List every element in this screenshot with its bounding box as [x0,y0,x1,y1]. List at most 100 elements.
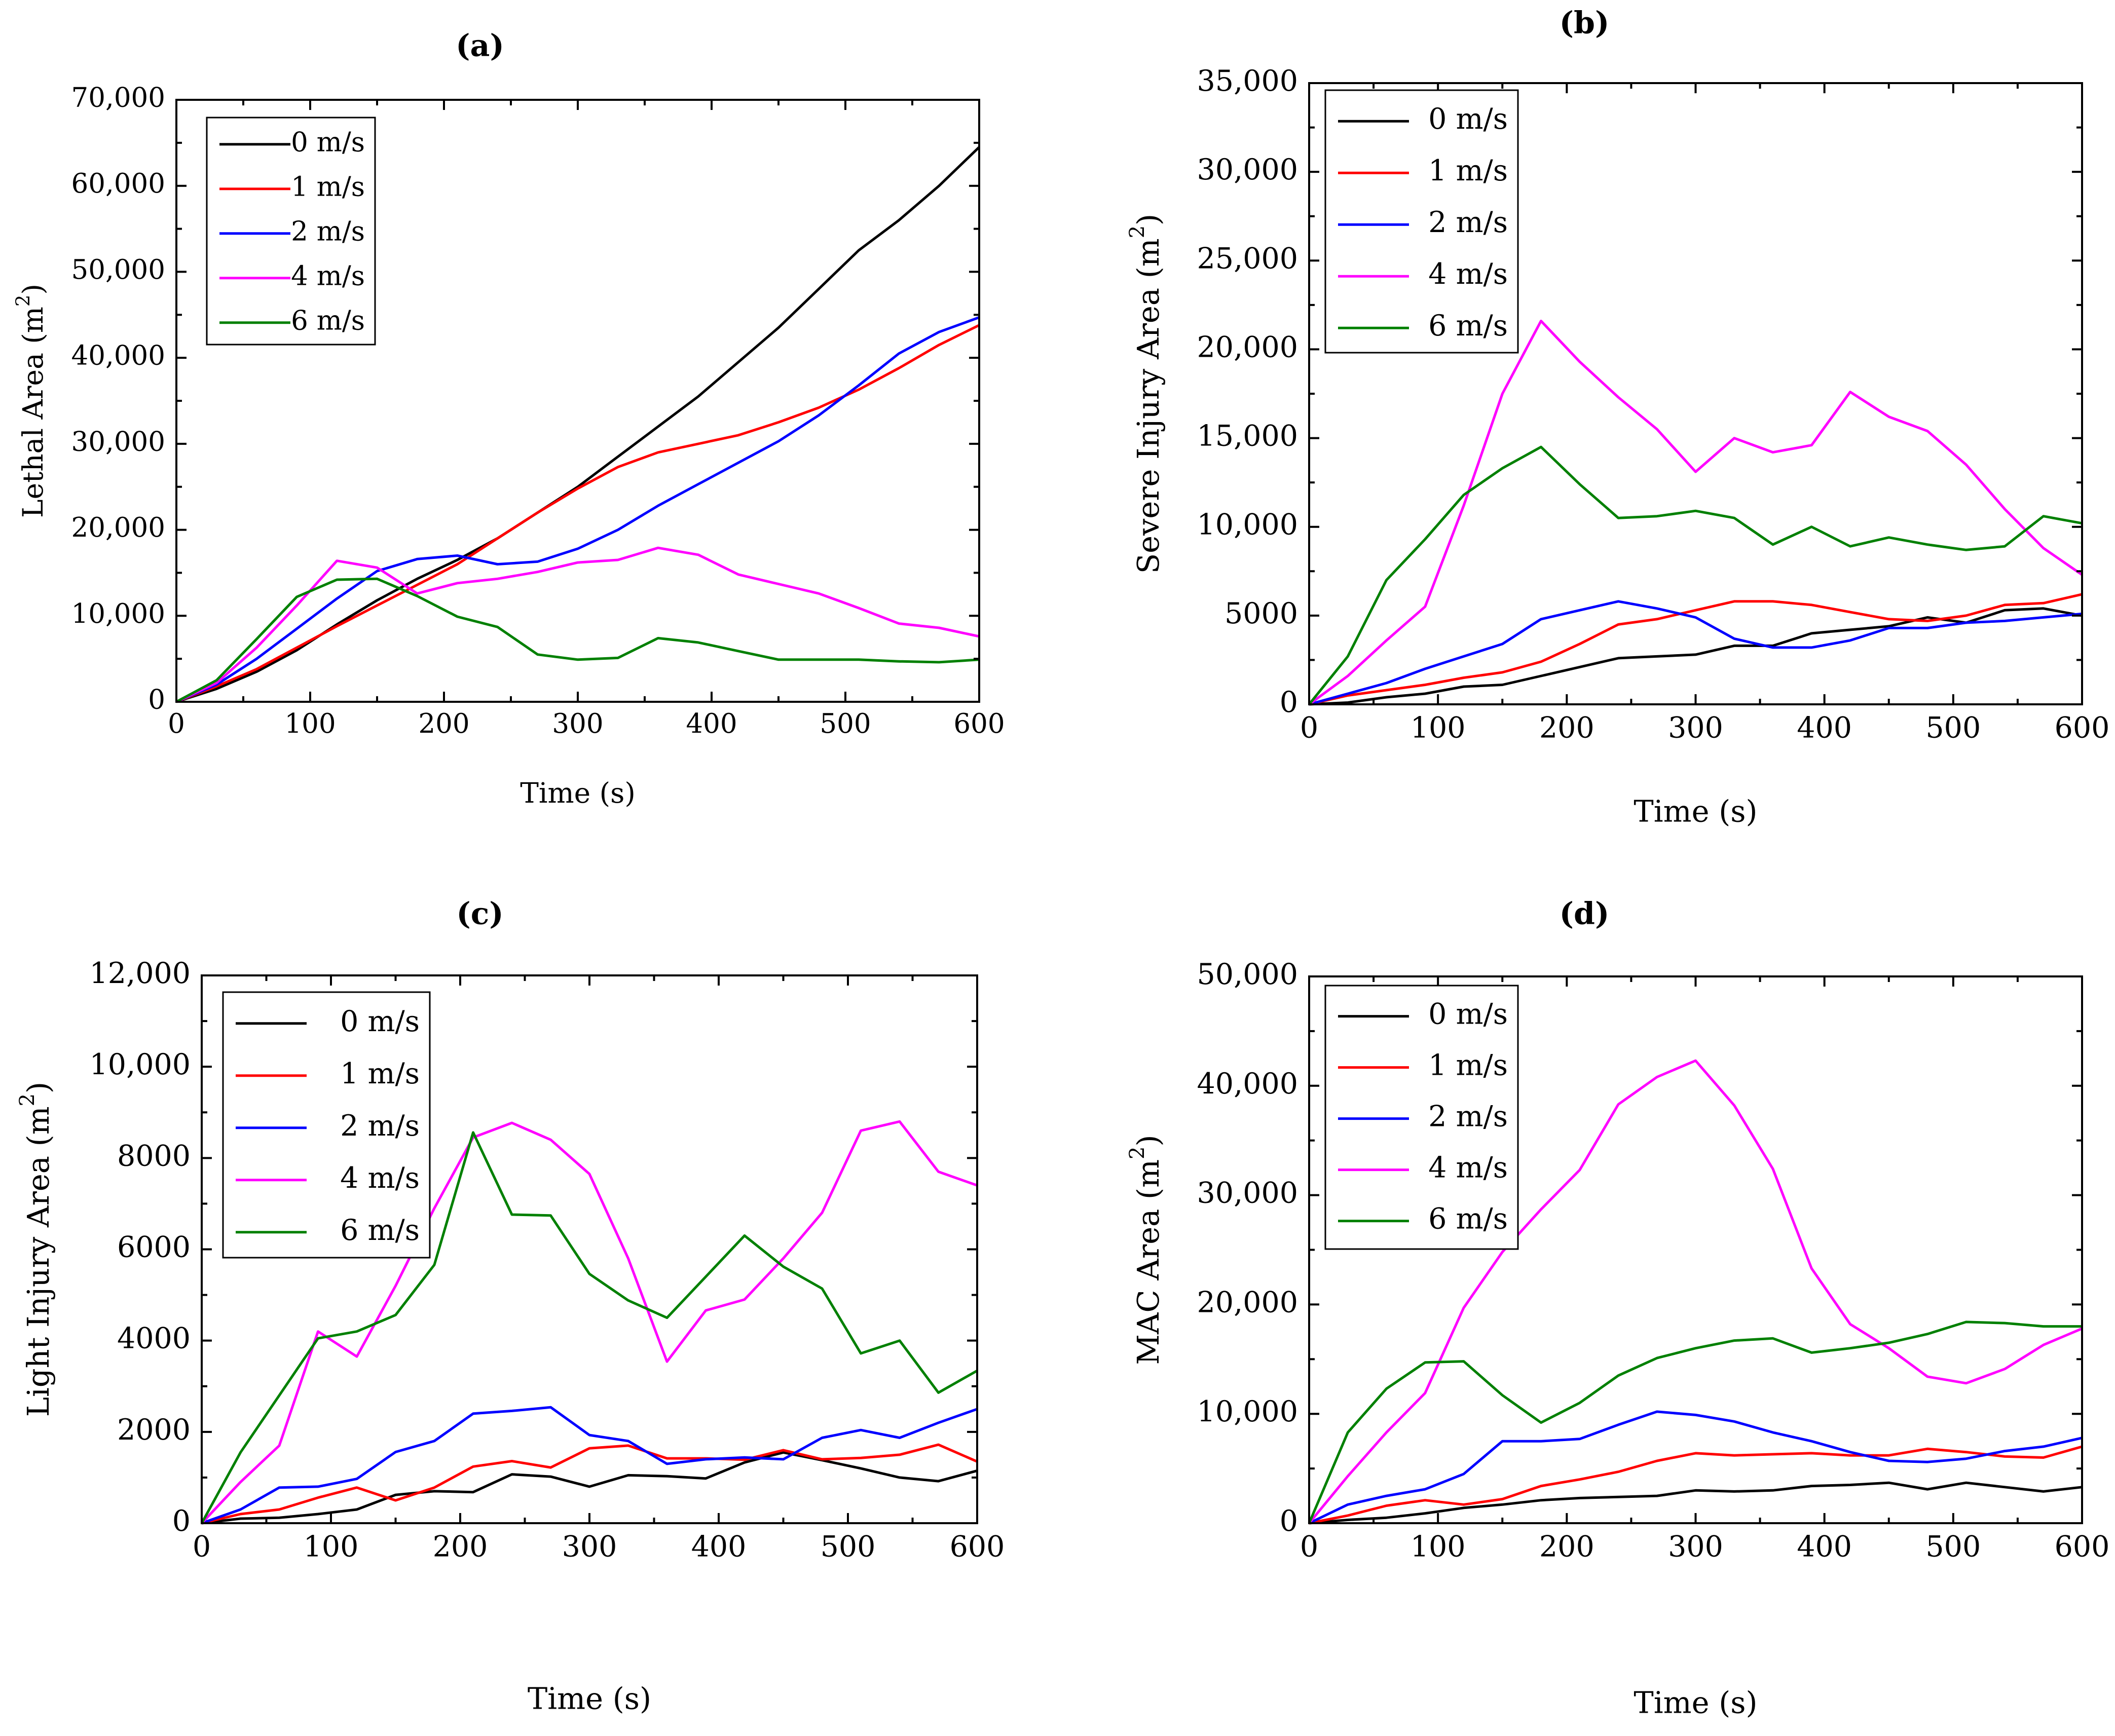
chart-b-x-tick-label: 100 [1411,711,1466,745]
chart-b-legend-label: 4 m/s [1428,257,1508,291]
chart-d-y-tick-label: 0 [1280,1504,1298,1538]
chart-d-series-6msms-line [1308,1320,2082,1524]
chart-d-legend: 0 m/s 1 m/s 2 m/s 4 m/s 6 m/s [1324,985,1519,1250]
chart-c-y-tick-label: 10,000 [90,1048,191,1081]
chart-b-y-tick-label: 5000 [1225,597,1298,630]
chart-d-x-tick-label: 100 [1411,1530,1466,1564]
chart-b-series-0msms-line [1309,607,2083,706]
chart-c-x-tick-label: 200 [433,1530,488,1564]
chart-a-y-axis-label: Lethal Area (m2) [12,284,49,518]
chart-b-series-2msms-line [1309,600,2083,706]
chart-c-x-tick-label: 600 [950,1530,1005,1564]
chart-a-x-tick-label: 500 [820,708,871,739]
chart-d-legend-label: 2 m/s [1428,1100,1508,1134]
chart-c-series-2msms-line [201,1406,978,1525]
chart-c-x-axis-label: Time (s) [528,1681,651,1716]
chart-d-x-tick-label: 200 [1539,1530,1594,1564]
chart-c-y-tick-label: 6000 [117,1231,191,1264]
chart-b-y-axis-label: Severe Injury Area (m2) [1126,214,1166,574]
chart-d-legend-label: 1 m/s [1428,1049,1508,1082]
chart-b-series-1msms-line [1309,593,2083,706]
chart-a-x-tick-label: 200 [418,708,469,739]
chart-b-legend: 0 m/s 1 m/s 2 m/s 4 m/s 6 m/s [1324,89,1519,354]
chart-c-series-0msms-line [201,1451,978,1525]
chart-c-legend-label: 4 m/s [340,1161,420,1195]
chart-d-title: (d) [1560,896,1610,932]
chart-a-legend-label: 1 m/s [291,171,365,202]
chart-a-legend-label: 4 m/s [291,260,365,291]
chart-b-x-tick-label: 500 [1925,711,1981,745]
chart-c-y-tick-label: 4000 [117,1322,191,1355]
chart-a-x-tick-label: 300 [552,708,603,739]
chart-a-series-1msms-line [176,324,980,703]
chart-a-legend-label: 0 m/s [291,127,365,158]
chart-b-x-tick-label: 300 [1668,711,1723,745]
chart-b-series-4msms-line [1308,319,2083,706]
chart-b: (b) 0 100 200 300 400 500 600 0 5000 10,000 15,000 2… [1126,6,2109,829]
chart-b-y-tick-label: 30,000 [1197,153,1298,186]
chart-d-y-tick-label: 20,000 [1197,1286,1298,1319]
chart-b-legend-label: 0 m/s [1428,102,1508,136]
chart-b-title: (b) [1560,6,1610,41]
chart-c-x-tick-label: 500 [821,1530,876,1564]
chart-c-series-1msms-line [201,1443,978,1525]
chart-a-y-tick-label: 0 [148,685,165,715]
chart-d-x-axis-label: Time (s) [1634,1685,1757,1720]
chart-b-legend-label: 1 m/s [1428,154,1508,187]
chart-a-series-2msms-line [176,316,980,703]
chart-c-title: (c) [456,896,503,932]
chart-a-y-tick-label: 30,000 [71,426,165,457]
chart-a-x-tick-label: 400 [686,708,737,739]
chart-d-y-axis-label: MAC Area (m2) [1126,1135,1166,1365]
chart-a: (a) 0 100 200 300 400 500 600 0 10,000 20,000 30,00… [12,28,1005,810]
chart-d-series-1msms-line [1309,1445,2083,1525]
chart-d-legend-label: 4 m/s [1428,1151,1508,1185]
chart-d-x-tick-label: 600 [2055,1530,2110,1564]
chart-b-x-axis-label: Time (s) [1634,794,1757,829]
chart-a-y-tick-label: 60,000 [71,168,165,199]
chart-b-y-tick-label: 15,000 [1197,420,1298,453]
chart-d-legend-label: 6 m/s [1428,1202,1508,1236]
chart-d-x-tick-label: 400 [1797,1530,1852,1564]
chart-c-y-tick-label: 2000 [117,1413,191,1447]
chart-d-y-tick-label: 30,000 [1197,1177,1298,1210]
chart-c-series-6msms-line [200,1131,978,1524]
chart-c-legend-box [222,991,431,1259]
chart-a-y-tick-label: 50,000 [71,254,165,285]
chart-a-series-6msms-line [175,577,980,703]
chart-a-legend: 0 m/s 1 m/s 2 m/s 4 m/s 6 m/s [206,117,376,346]
chart-d-x-tick-label: 300 [1668,1530,1723,1564]
chart-a-series-4msms-line [175,546,980,703]
chart-c-legend-label: 2 m/s [340,1109,420,1143]
chart-a-legend-label: 2 m/s [291,216,365,247]
chart-b-series-6msms-line [1308,445,2083,705]
chart-a-legend-box [206,117,376,346]
chart-c-x-tick-label: 300 [562,1530,617,1564]
chart-b-x-tick-label: 0 [1300,711,1318,745]
chart-a-y-tick-label: 40,000 [71,341,165,371]
chart-d-y-tick-label: 40,000 [1197,1067,1298,1101]
chart-d-series-2msms-line [1308,1410,2083,1525]
chart-a-x-tick-label: 100 [284,708,336,739]
chart-b-x-tick-label: 200 [1539,711,1594,745]
chart-d-y-tick-label: 50,000 [1197,958,1298,991]
chart-a-x-tick-label: 600 [953,708,1005,739]
chart-c-legend: 0 m/s 1 m/s 2 m/s 4 m/s 6 m/s [222,991,431,1259]
chart-b-y-tick-label: 35,000 [1197,64,1298,98]
chart-a-y-tick-label: 20,000 [71,512,165,543]
chart-c-x-tick-label: 100 [304,1530,359,1564]
chart-b-legend-box [1324,89,1519,354]
chart-d-x-tick-label: 0 [1300,1530,1318,1564]
chart-c-series-4msms-line [201,1120,978,1524]
chart-b-y-tick-label: 25,000 [1197,242,1298,275]
chart-a-y-tick-label: 10,000 [71,598,165,629]
chart-b-y-tick-label: 20,000 [1197,330,1298,364]
chart-d-y-tick-label: 10,000 [1197,1395,1298,1428]
chart-b-legend-label: 2 m/s [1428,206,1508,239]
chart-c-legend-label: 0 m/s [340,1005,420,1038]
chart-d-series-4msms-line [1308,1059,2083,1524]
chart-c-legend-label: 1 m/s [340,1057,420,1090]
chart-a-x-axis-label: Time (s) [520,777,636,809]
chart-c-y-axis-label: Light Injury Area (m2) [16,1082,56,1417]
